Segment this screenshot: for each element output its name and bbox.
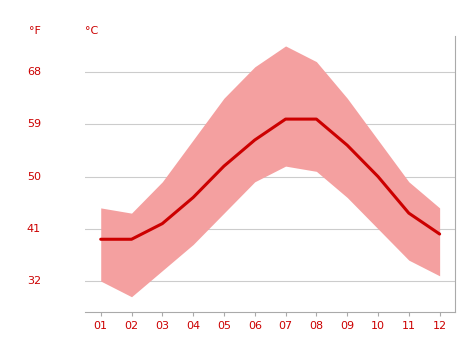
Text: 41: 41	[27, 224, 41, 234]
Text: °C: °C	[85, 26, 99, 36]
Text: 32: 32	[27, 276, 41, 286]
Text: °F: °F	[29, 26, 41, 36]
Text: 50: 50	[27, 171, 41, 181]
Text: 59: 59	[27, 119, 41, 129]
Text: 68: 68	[27, 67, 41, 77]
